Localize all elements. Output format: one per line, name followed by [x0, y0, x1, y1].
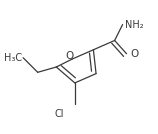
Text: O: O [131, 49, 139, 59]
Text: Cl: Cl [54, 109, 64, 119]
Text: NH₂: NH₂ [125, 20, 144, 30]
Text: O: O [65, 51, 74, 61]
Text: H₃C: H₃C [4, 53, 22, 63]
